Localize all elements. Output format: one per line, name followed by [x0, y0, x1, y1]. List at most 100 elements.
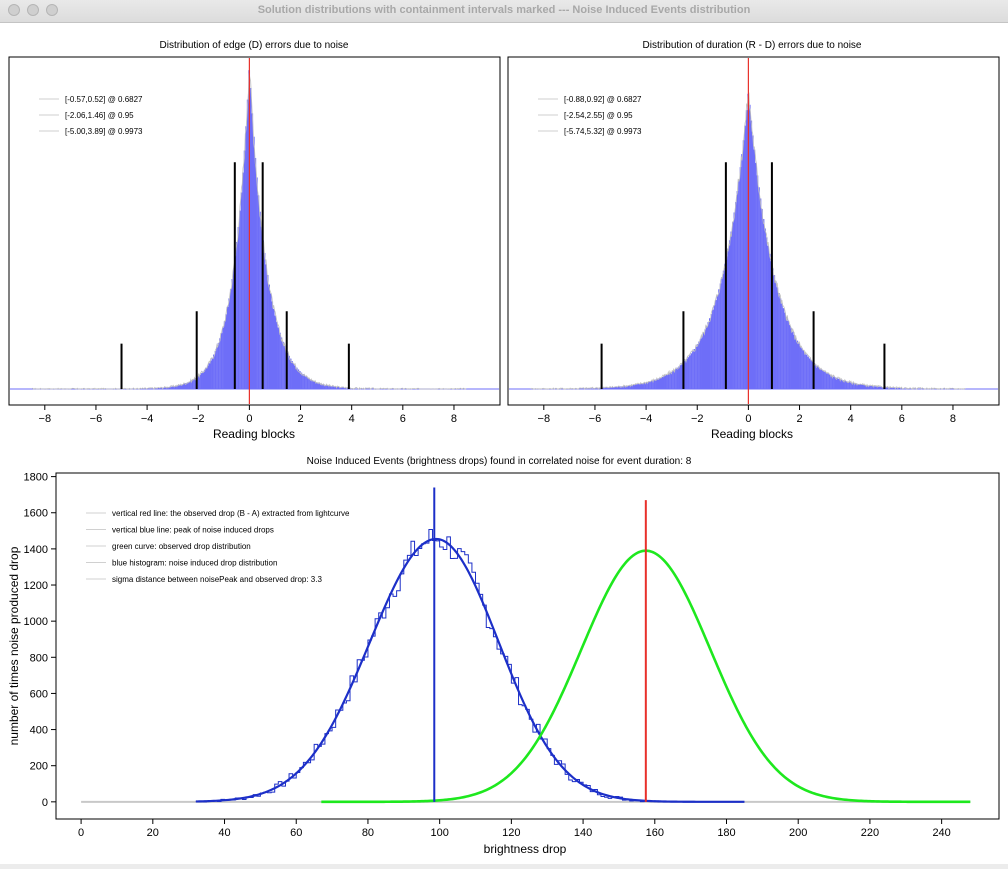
histogram-bar — [325, 385, 327, 389]
histogram-bar — [764, 228, 766, 389]
histogram-bar — [781, 303, 783, 389]
y-tick-label: 1000 — [24, 616, 48, 628]
histogram-bar — [188, 381, 191, 389]
x-tick-label: −6 — [90, 413, 103, 425]
histogram-bar — [620, 386, 622, 389]
histogram-bar — [283, 345, 286, 389]
histogram-bar — [862, 384, 865, 389]
legend-label: [-5.00,3.89] @ 0.9973 — [65, 127, 143, 136]
histogram-bar — [309, 379, 312, 389]
histogram-bar — [853, 383, 855, 389]
x-axis-label: Reading blocks — [711, 427, 793, 441]
histogram-bar — [257, 195, 260, 389]
histogram-bar — [210, 360, 212, 389]
histogram-bar — [225, 314, 228, 389]
histogram-bar — [171, 386, 174, 389]
histogram-bar — [618, 386, 621, 389]
histogram-bar — [733, 212, 736, 389]
minimize-window-button[interactable] — [27, 4, 39, 16]
histogram-bar — [704, 329, 707, 389]
histogram-bar — [834, 377, 837, 389]
x-axis-label: brightness drop — [484, 842, 567, 856]
histogram-bar — [239, 210, 241, 389]
histogram-bar — [251, 113, 254, 389]
legend-label: [-2.06,1.46] @ 0.95 — [65, 111, 134, 120]
histogram-bar — [782, 308, 785, 389]
histogram-bar — [707, 322, 710, 389]
histogram-bar — [748, 104, 751, 389]
x-tick-label: 80 — [362, 827, 374, 839]
x-tick-label: 240 — [932, 827, 950, 839]
histogram-bar — [767, 245, 769, 389]
duration-error-chart: Distribution of duration (R - D) errors … — [507, 40, 1000, 441]
chart-title: Distribution of edge (D) errors due to n… — [160, 40, 349, 51]
x-tick-label: −2 — [192, 413, 205, 425]
histogram-bar — [696, 344, 699, 389]
histogram-bar — [185, 382, 188, 389]
histogram-bar — [825, 372, 828, 389]
histogram-bar — [282, 341, 284, 389]
plots-canvas[interactable]: Distribution of edge (D) errors due to n… — [0, 23, 1008, 864]
zoom-window-button[interactable] — [46, 4, 58, 16]
histogram-bar — [329, 385, 332, 389]
histogram-bar — [802, 350, 805, 389]
histogram-bar — [842, 380, 845, 389]
histogram-bar — [681, 363, 684, 389]
histogram-bar — [850, 382, 852, 389]
histogram-bar — [199, 374, 201, 389]
y-tick-label: 1400 — [24, 544, 48, 556]
histogram-bar — [897, 387, 900, 389]
histogram-bar — [856, 383, 858, 389]
histogram-bar — [655, 379, 657, 389]
histogram-bar — [779, 298, 782, 389]
histogram-bar — [721, 277, 723, 389]
histogram-bar — [709, 318, 711, 389]
histogram-bar — [715, 300, 717, 389]
histogram-bar — [778, 293, 780, 389]
chart-title: Distribution of duration (R - D) errors … — [643, 40, 862, 51]
y-tick-label: 1600 — [24, 508, 48, 520]
y-tick-label: 1200 — [24, 580, 48, 592]
histogram-bar — [702, 332, 705, 389]
histogram-bar — [598, 387, 601, 389]
histogram-bar — [208, 363, 211, 389]
histogram-bar — [741, 154, 743, 389]
histogram-bar — [659, 377, 662, 389]
histogram-bar — [839, 379, 842, 389]
histogram-bar — [756, 175, 759, 389]
histogram-bar — [793, 334, 796, 389]
histogram-bar — [331, 386, 333, 389]
histogram-bar — [679, 365, 682, 389]
histogram-bar — [676, 367, 679, 389]
histogram-bar — [716, 294, 719, 389]
histogram-bar — [616, 386, 619, 389]
histogram-bar — [202, 371, 205, 389]
histogram-bar — [758, 187, 760, 389]
histogram-bar — [173, 386, 175, 389]
histogram-bar — [237, 227, 240, 389]
histogram-bar — [245, 126, 247, 389]
x-tick-label: −8 — [538, 413, 551, 425]
histogram-bar — [727, 248, 730, 389]
histogram-bar — [183, 383, 186, 389]
histogram-bar — [294, 365, 297, 389]
histogram-bar — [180, 384, 183, 389]
y-tick-label: 200 — [30, 761, 48, 773]
histogram-bar — [259, 211, 261, 389]
histogram-bar — [788, 324, 791, 389]
close-window-button[interactable] — [8, 4, 20, 16]
histogram-bar — [306, 377, 309, 389]
histogram-bar — [157, 387, 160, 389]
histogram-bar — [830, 375, 832, 389]
histogram-bar — [690, 353, 693, 389]
histogram-bar — [699, 338, 702, 389]
y-tick-label: 1800 — [24, 472, 48, 484]
legend-label: [-5.74,5.32] @ 0.9973 — [564, 127, 642, 136]
histogram-bar — [658, 378, 661, 389]
legend-label: vertical red line: the observed drop (B … — [112, 509, 350, 518]
histogram-bar — [170, 386, 172, 389]
legend-label: [-2.54,2.55] @ 0.95 — [564, 111, 633, 120]
histogram-bar — [326, 385, 329, 389]
histogram-bar — [177, 385, 180, 389]
histogram-bar — [289, 358, 292, 389]
